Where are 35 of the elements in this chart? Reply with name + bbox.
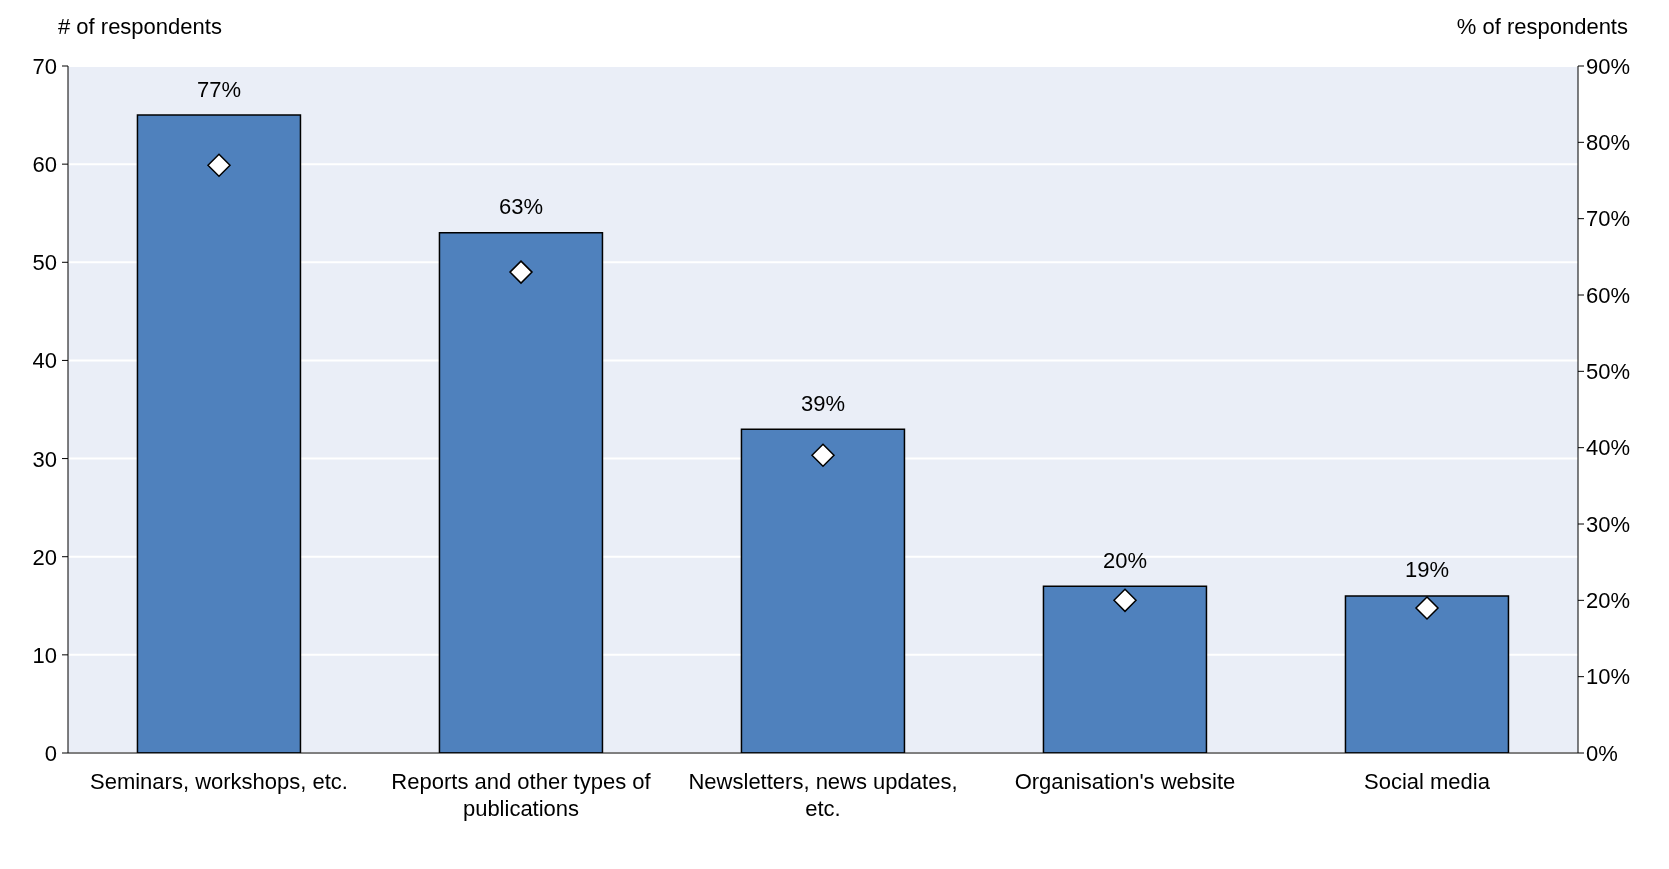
point bbox=[1415, 596, 1439, 620]
y-tick-label: 30 bbox=[32, 446, 57, 472]
y-tick-label: 0 bbox=[44, 741, 57, 766]
y-tick-label: 10 bbox=[32, 642, 57, 668]
y2-tick-label: 90% bbox=[1586, 53, 1631, 79]
y2-axis-title: % of respondents bbox=[1456, 14, 1628, 40]
y2-tick-label: 80% bbox=[1586, 130, 1631, 156]
y2-tick-label: 30% bbox=[1586, 511, 1631, 537]
y-tick-label: 40 bbox=[32, 348, 57, 374]
point bbox=[1113, 588, 1137, 613]
x-tick-label: Seminars, workshops, etc. bbox=[90, 769, 348, 794]
y2-tick-label: 50% bbox=[1586, 359, 1631, 385]
x-tick-label: Organisation's website bbox=[1014, 769, 1236, 794]
y-tick-label: 50 bbox=[32, 250, 57, 276]
data-label: 77% bbox=[196, 76, 242, 102]
y-tick-label: 20 bbox=[32, 544, 57, 570]
x-tick-label: Newsletters, news updates, etc. bbox=[688, 769, 958, 821]
y-tick-label: 70 bbox=[32, 54, 57, 79]
y2-tick-label: 60% bbox=[1586, 282, 1631, 308]
point bbox=[811, 443, 835, 468]
data-label: 63% bbox=[498, 194, 544, 220]
y2-tick-label: 10% bbox=[1586, 664, 1631, 690]
x-tick-label: Social media bbox=[1364, 769, 1491, 794]
y-tick-label: 60 bbox=[32, 152, 57, 178]
y2-tick-label: 0% bbox=[1586, 740, 1618, 766]
data-label: 20% bbox=[1102, 547, 1148, 573]
x-tick-label: Reports and other types of publications bbox=[391, 769, 652, 821]
y2-tick-label: 20% bbox=[1586, 588, 1631, 614]
y2-tick-label: 40% bbox=[1586, 435, 1631, 461]
y2-tick-label: 70% bbox=[1586, 206, 1631, 232]
data-label: 19% bbox=[1404, 557, 1450, 583]
data-label: 39% bbox=[800, 390, 846, 416]
y-axis-title: # of respondents bbox=[58, 14, 222, 40]
point bbox=[207, 153, 231, 177]
point bbox=[509, 260, 533, 284]
